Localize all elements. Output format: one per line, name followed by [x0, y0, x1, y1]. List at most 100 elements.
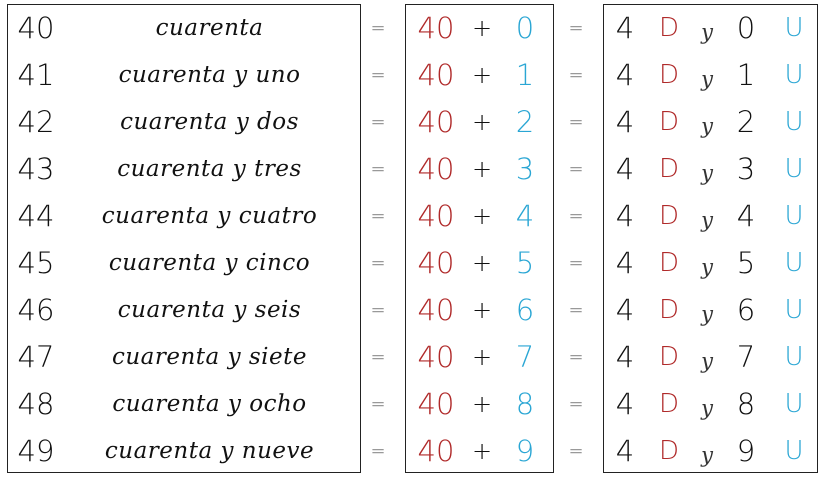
equals-sign: =	[568, 112, 584, 133]
equals-sign: =	[370, 206, 386, 227]
plus-sign: +	[471, 390, 493, 418]
tens-value: 40	[417, 11, 455, 45]
units-digit: 5	[736, 246, 756, 280]
number-label: 40	[17, 11, 55, 45]
units-digit: 7	[736, 340, 756, 374]
equals-sign: =	[370, 18, 386, 39]
tens-digit: 4	[615, 199, 635, 233]
units-digit: 8	[736, 387, 756, 421]
equals-sign: =	[568, 394, 584, 415]
units-value: 6	[515, 293, 535, 327]
equals-sign: =	[370, 159, 386, 180]
units-value: 8	[515, 387, 535, 421]
and-word: y	[701, 396, 713, 420]
tens-value: 40	[417, 58, 455, 92]
units-letter: U	[784, 13, 804, 43]
tens-value: 40	[417, 340, 455, 374]
number-words: cuarenta y cinco	[108, 250, 311, 276]
equals-sign: =	[370, 253, 386, 274]
plus-sign: +	[471, 249, 493, 277]
equals-sign: =	[568, 347, 584, 368]
units-value: 1	[515, 58, 535, 92]
units-digit: 9	[736, 434, 756, 468]
tens-letter: D	[658, 60, 680, 90]
tens-digit: 4	[615, 293, 635, 327]
number-label: 49	[17, 434, 55, 468]
tens-digit: 4	[615, 387, 635, 421]
tens-value: 40	[417, 387, 455, 421]
number-words: cuarenta y cuatro	[101, 203, 318, 229]
tens-letter: D	[658, 107, 680, 137]
plus-sign: +	[471, 108, 493, 136]
and-word: y	[701, 443, 713, 467]
plus-sign: +	[471, 343, 493, 371]
and-word: y	[701, 67, 713, 91]
equals-sign: =	[370, 112, 386, 133]
tens-letter: D	[658, 342, 680, 372]
units-letter: U	[784, 60, 804, 90]
tens-digit: 4	[615, 11, 635, 45]
and-word: y	[701, 161, 713, 185]
equals-sign: =	[370, 441, 386, 462]
number-label: 46	[17, 293, 55, 327]
tens-letter: D	[658, 13, 680, 43]
and-word: y	[701, 255, 713, 279]
tens-digit: 4	[615, 434, 635, 468]
and-word: y	[701, 114, 713, 138]
units-value: 4	[515, 199, 535, 233]
sum-box	[405, 4, 554, 473]
number-words: cuarenta	[155, 15, 264, 41]
number-label: 42	[17, 105, 55, 139]
and-word: y	[701, 20, 713, 44]
plus-sign: +	[471, 437, 493, 465]
number-label: 43	[17, 152, 55, 186]
tens-digit: 4	[615, 340, 635, 374]
tens-letter: D	[658, 201, 680, 231]
units-digit: 1	[736, 58, 756, 92]
number-words: cuarenta y siete	[111, 344, 308, 370]
units-letter: U	[784, 436, 804, 466]
equals-sign: =	[568, 300, 584, 321]
equals-sign: =	[370, 300, 386, 321]
number-words: cuarenta y seis	[117, 297, 302, 323]
number-label: 41	[17, 58, 55, 92]
tens-value: 40	[417, 105, 455, 139]
number-words: cuarenta y nueve	[104, 438, 315, 464]
tens-letter: D	[658, 295, 680, 325]
units-value: 7	[515, 340, 535, 374]
units-digit: 3	[736, 152, 756, 186]
equals-sign: =	[568, 18, 584, 39]
units-letter: U	[784, 248, 804, 278]
units-digit: 2	[736, 105, 756, 139]
equals-sign: =	[568, 65, 584, 86]
plus-sign: +	[471, 61, 493, 89]
and-word: y	[701, 349, 713, 373]
units-letter: U	[784, 389, 804, 419]
tens-digit: 4	[615, 246, 635, 280]
equals-sign: =	[568, 441, 584, 462]
units-letter: U	[784, 295, 804, 325]
number-words: cuarenta y ocho	[112, 391, 307, 417]
equals-sign: =	[370, 394, 386, 415]
number-words: cuarenta y uno	[118, 62, 301, 88]
tens-digit: 4	[615, 105, 635, 139]
plus-sign: +	[471, 296, 493, 324]
units-letter: U	[784, 201, 804, 231]
plus-sign: +	[471, 202, 493, 230]
tens-letter: D	[658, 436, 680, 466]
units-letter: U	[784, 154, 804, 184]
units-letter: U	[784, 107, 804, 137]
units-value: 5	[515, 246, 535, 280]
equals-sign: =	[568, 206, 584, 227]
units-digit: 0	[736, 11, 756, 45]
number-label: 45	[17, 246, 55, 280]
tens-letter: D	[658, 248, 680, 278]
units-value: 9	[515, 434, 535, 468]
